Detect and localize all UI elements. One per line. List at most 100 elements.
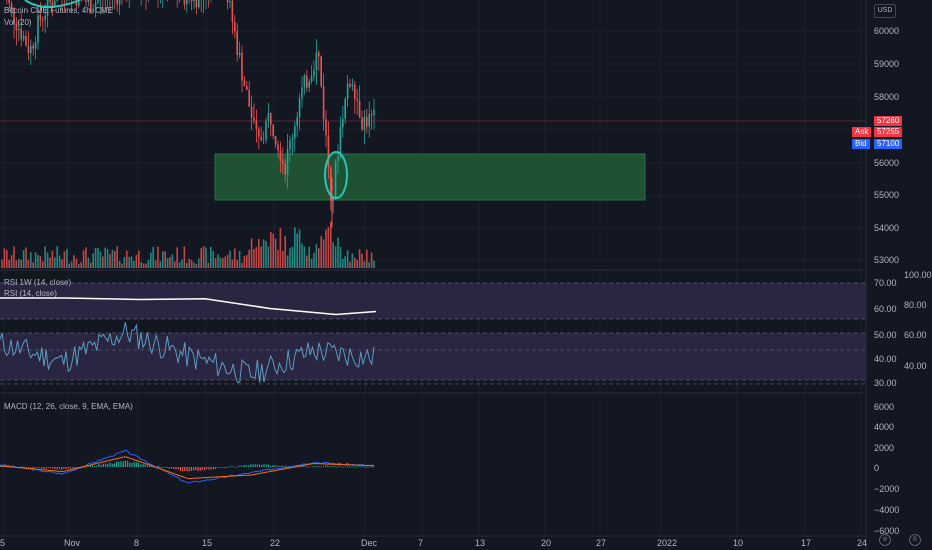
candle-body <box>97 0 99 3</box>
candle-body <box>198 0 200 8</box>
volume-bar <box>133 261 135 268</box>
volume-bar <box>361 253 363 268</box>
macd-hist-bar <box>267 464 269 467</box>
macd-hist-bar <box>263 464 265 467</box>
macd-hist-bar <box>201 467 203 470</box>
macd-legend[interactable]: MACD (12, 26, close, 9, EMA, EMA) <box>4 402 133 411</box>
candle-body <box>332 196 334 201</box>
macd-hist-bar <box>135 462 137 467</box>
volume-bar <box>231 259 234 268</box>
macd-hist-bar <box>373 466 375 468</box>
macd-hist-bar <box>179 467 181 472</box>
rsi-weekly-legend[interactable]: RSI 1W (14, close) <box>4 278 72 287</box>
volume-bar <box>226 254 229 268</box>
volume-bar <box>70 261 73 268</box>
volume-bar <box>282 250 284 268</box>
macd-hist-bar <box>208 467 210 470</box>
macd-hist-bar <box>190 467 192 471</box>
macd-hist-bar <box>58 467 60 469</box>
macd-hist-bar <box>107 463 109 467</box>
time-tick-label: 2022 <box>657 538 678 548</box>
volume-bar <box>164 251 166 268</box>
settings-icon[interactable]: ⚙ <box>879 534 891 546</box>
macd-hist-bar <box>131 462 133 467</box>
macd-hist-bar <box>366 466 368 468</box>
volume-bar <box>82 250 85 268</box>
macd-hist-bar <box>144 464 146 467</box>
volume-bar <box>330 221 332 268</box>
candle-body <box>186 0 188 5</box>
volume-bar <box>334 246 337 268</box>
volume-bar <box>325 229 327 268</box>
candle-body <box>313 69 315 77</box>
macd-tick-label: −6000 <box>874 526 900 536</box>
candle-body <box>337 157 339 161</box>
volume-bar <box>224 256 226 268</box>
candle-body <box>358 100 361 118</box>
macd-hist-bar <box>303 465 305 467</box>
rsi-pane[interactable] <box>0 282 866 385</box>
candle-body <box>370 114 373 116</box>
volume-bar <box>308 246 310 268</box>
candle-body <box>10 3 13 8</box>
candle-body <box>229 0 231 3</box>
macd-hist-bar <box>168 467 170 469</box>
volume-bar <box>277 249 279 268</box>
volume-bar <box>94 247 97 268</box>
volume-bar <box>87 257 90 268</box>
candle-body <box>322 86 325 120</box>
volume-bar <box>109 254 111 268</box>
time-tick-label: 13 <box>475 538 486 548</box>
macd-hist-bar <box>212 467 214 470</box>
macd-hist-bar <box>243 464 245 467</box>
volume-bar <box>368 262 370 268</box>
currency-icon[interactable]: B <box>909 534 921 546</box>
candle-body <box>346 83 349 99</box>
time-tick-label: Dec <box>361 538 378 548</box>
price-pane[interactable] <box>0 0 866 536</box>
candle-body <box>260 136 262 141</box>
macd-hist-bar <box>124 460 126 467</box>
volume-legend[interactable]: Vol (20) <box>4 18 32 27</box>
rsi-tick-label: 40.00 <box>874 354 897 364</box>
rsi-legend[interactable]: RSI (14, close) <box>4 289 57 298</box>
currency-button[interactable]: USD <box>874 4 896 18</box>
time-tick-label: 27 <box>596 538 607 548</box>
macd-hist-bar <box>52 467 54 469</box>
candle-body <box>248 89 250 107</box>
macd-hist-bar <box>364 467 366 468</box>
volume-bar <box>90 262 92 268</box>
candle-body <box>27 45 30 53</box>
symbol-legend[interactable]: Bitcoin CME Futures, 4h, CME <box>4 6 113 15</box>
candle-body <box>193 0 195 2</box>
macd-pane[interactable] <box>0 449 375 484</box>
volume-bar <box>306 255 308 268</box>
macd-hist-bar <box>61 467 63 470</box>
volume-bar <box>229 250 231 268</box>
macd-hist-bar <box>89 465 91 467</box>
volume-bar <box>222 258 224 268</box>
volume-bar <box>356 260 358 268</box>
macd-hist-bar <box>47 467 49 468</box>
candle-body <box>354 84 356 100</box>
macd-hist-bar <box>105 463 107 467</box>
macd-hist-bar <box>1 466 3 468</box>
macd-hist-bar <box>133 461 135 467</box>
time-tick-label: 7 <box>418 538 424 548</box>
macd-hist-bar <box>65 467 67 469</box>
annotation-circle <box>324 151 348 199</box>
candle-body <box>78 0 80 6</box>
rsi-weekly-tick-label: 40.00 <box>904 361 927 371</box>
macd-hist-bar <box>120 461 122 467</box>
volume-bar <box>248 249 250 268</box>
price-tick-label: 55000 <box>874 190 900 200</box>
candle-body <box>241 52 243 81</box>
volume-bar <box>111 249 114 268</box>
volume-bar <box>296 233 298 268</box>
volume-bar <box>145 263 147 268</box>
macd-hist-bar <box>336 467 338 468</box>
macd-tick-label: 4000 <box>874 422 895 432</box>
candle-body <box>334 160 337 197</box>
candle-body <box>85 0 87 3</box>
